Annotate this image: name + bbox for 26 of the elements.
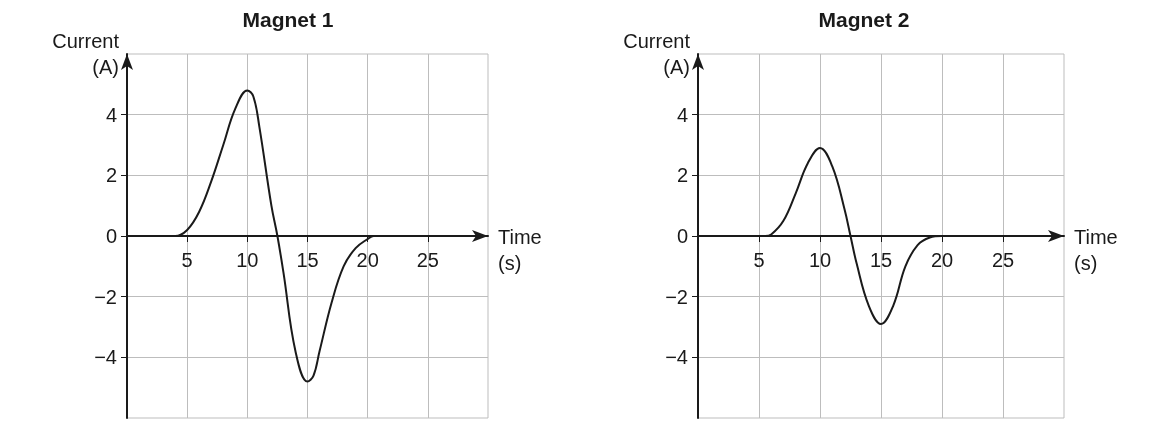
x-tick-label: 10 <box>808 249 832 271</box>
y-tick-label: 2 <box>105 164 117 187</box>
x-tick-label: 10 <box>236 249 259 271</box>
x-tick-label: 20 <box>356 249 379 271</box>
x-tick-label: 20 <box>930 249 954 271</box>
x-axis-title: Time (s) <box>498 226 542 274</box>
x-tick-label: 15 <box>296 249 319 271</box>
chart-title: Magnet 2 <box>818 8 910 31</box>
y-tick-label: −2 <box>665 285 688 308</box>
x-tick-label: 25 <box>416 249 439 271</box>
y-axis-title: Current (A) <box>52 30 120 78</box>
x-tick-label: 15 <box>869 249 893 271</box>
x-tick-label: 5 <box>753 249 765 271</box>
x-tick-label: 25 <box>991 249 1015 271</box>
y-tick-label: −4 <box>665 346 688 369</box>
x-tick-label: 5 <box>181 249 193 271</box>
y-tick-label: 4 <box>676 103 688 126</box>
y-tick-label: 4 <box>105 103 117 126</box>
y-tick-label: −2 <box>94 285 117 308</box>
y-tick-label: 0 <box>105 225 117 247</box>
x-axis-title: Time (s) <box>1074 226 1118 274</box>
y-tick-label: 0 <box>676 225 688 247</box>
y-tick-label: 2 <box>676 164 688 187</box>
chart-title: Magnet 1 <box>242 8 334 31</box>
y-axis-title: Current (A) <box>623 30 691 78</box>
y-tick-label: −4 <box>94 346 117 369</box>
